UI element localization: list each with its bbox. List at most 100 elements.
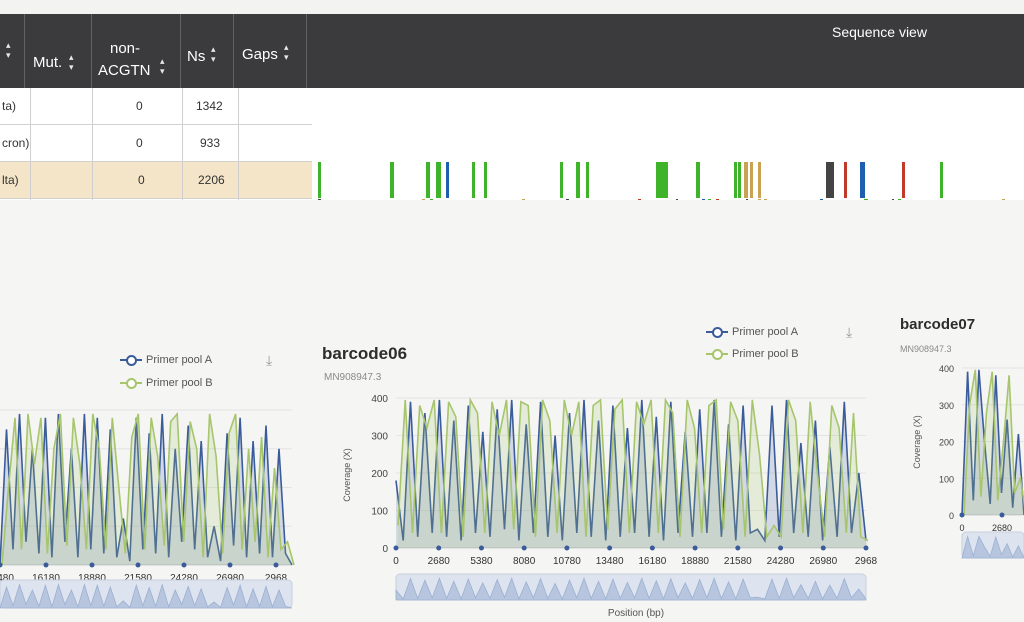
x-tick-label: 21580 bbox=[124, 573, 152, 584]
legend-primer-pool-a[interactable]: Primer pool A bbox=[120, 354, 212, 367]
column-divider bbox=[92, 88, 93, 200]
sort-icon[interactable]: ▴ ▾ bbox=[211, 44, 216, 64]
variant-marker[interactable] bbox=[758, 162, 761, 198]
x-tick-marker bbox=[273, 562, 279, 568]
legend-primer-pool-b[interactable]: Primer pool B bbox=[120, 377, 213, 390]
legend-label-a: Primer pool A bbox=[732, 326, 799, 338]
y-tick-label: 100 bbox=[371, 507, 388, 518]
variant-marker[interactable] bbox=[318, 162, 321, 198]
y-tick-label: 0 bbox=[382, 544, 388, 555]
x-tick-marker bbox=[181, 562, 187, 568]
table-body: ta) 0 1342 cron) 0 933 lta) 0 2206 bbox=[0, 88, 1024, 274]
variant-marker[interactable] bbox=[826, 162, 834, 198]
table-row[interactable]: lta) 0 2206 bbox=[0, 162, 312, 199]
ns-header: Ns bbox=[187, 48, 206, 65]
coverage-chart-left: Primer pool A Primer pool B ⤓ 13480 16180… bbox=[0, 340, 310, 615]
x-tick-marker bbox=[649, 545, 655, 551]
y-tick-label: 200 bbox=[939, 438, 954, 448]
y-tick-label: 400 bbox=[371, 394, 388, 405]
x-tick-label: 18880 bbox=[78, 573, 106, 584]
variant-marker[interactable] bbox=[586, 162, 589, 198]
header-cell-name[interactable]: ▴ ▾ bbox=[0, 14, 25, 88]
sort-icon[interactable]: ▴ ▾ bbox=[6, 40, 11, 60]
x-tick-marker bbox=[393, 545, 399, 551]
variant-marker[interactable] bbox=[472, 162, 475, 198]
sequence-track[interactable] bbox=[312, 162, 1024, 198]
legend-marker-a bbox=[120, 355, 142, 367]
sort-icon[interactable]: ▴ ▾ bbox=[69, 52, 74, 72]
legend-primer-pool-b[interactable]: Primer pool B bbox=[706, 348, 799, 361]
x-tick-label: 13480 bbox=[0, 573, 14, 584]
x-tick-marker bbox=[692, 545, 698, 551]
coverage-chart-barcode06: barcode06 MN908947.3 Primer pool A Prime… bbox=[316, 320, 886, 620]
range-navigator-preview bbox=[395, 577, 867, 601]
x-tick-label: 13480 bbox=[596, 556, 624, 567]
y-tick-label: 100 bbox=[939, 474, 954, 484]
variant-marker[interactable] bbox=[484, 162, 487, 198]
header-cell-mut[interactable]: Mut. ▴ ▾ bbox=[25, 14, 92, 88]
ns-value: 2206 bbox=[198, 173, 225, 187]
variant-marker[interactable] bbox=[860, 162, 865, 198]
variant-marker[interactable] bbox=[744, 162, 748, 198]
x-tick-label: 21580 bbox=[724, 556, 752, 567]
legend-label-b: Primer pool B bbox=[732, 348, 799, 360]
legend-marker-b bbox=[120, 378, 142, 390]
non-acgtn-header-line1: non- bbox=[110, 40, 141, 57]
x-tick-label: 24280 bbox=[767, 556, 795, 567]
x-tick-label: 2680 bbox=[992, 523, 1012, 533]
y-tick-label: 0 bbox=[949, 511, 954, 521]
sort-icon[interactable]: ▴ ▾ bbox=[160, 56, 165, 76]
x-tick-marker bbox=[436, 545, 442, 551]
gaps-header: Gaps bbox=[242, 46, 278, 63]
table-row[interactable]: cron) 0 933 bbox=[0, 125, 312, 162]
header-cell-non-acgtn[interactable]: non- ACGTN ▴ ▾ bbox=[92, 14, 181, 88]
y-tick-label: 200 bbox=[371, 469, 388, 480]
variant-marker[interactable] bbox=[750, 162, 753, 198]
x-tick-label: 26980 bbox=[216, 573, 244, 584]
x-tick-label: 18880 bbox=[681, 556, 709, 567]
x-tick-marker bbox=[820, 545, 826, 551]
coverage-plot-barcode07: 400 300 200 100 0 Coverage (X) 0 2680 bbox=[912, 364, 1024, 559]
variant-marker[interactable] bbox=[576, 162, 580, 198]
x-tick-label: 16180 bbox=[32, 573, 60, 584]
x-tick-marker bbox=[0, 562, 3, 568]
x-axis-label: Position (bp) bbox=[608, 608, 664, 619]
x-tick-label: 0 bbox=[393, 556, 399, 567]
variant-marker[interactable] bbox=[560, 162, 563, 198]
series-area-primer-pool-a bbox=[0, 413, 292, 565]
variant-marker[interactable] bbox=[436, 162, 441, 198]
header-cell-ns[interactable]: Ns ▴ ▾ bbox=[181, 14, 234, 88]
sample-name: lta) bbox=[2, 173, 19, 187]
series-line-primer-pool-b bbox=[1, 411, 295, 566]
y-tick-label: 400 bbox=[939, 364, 954, 374]
chart-title: barcode07 bbox=[900, 316, 976, 333]
x-tick-label: 5380 bbox=[470, 556, 493, 567]
variant-marker[interactable] bbox=[426, 162, 430, 198]
variant-marker[interactable] bbox=[940, 162, 943, 198]
sort-icon[interactable]: ▴ ▾ bbox=[284, 42, 289, 62]
header-cell-gaps[interactable]: Gaps ▴ ▾ bbox=[234, 14, 307, 88]
legend-primer-pool-a[interactable]: Primer pool A bbox=[706, 326, 799, 339]
y-tick-label: 300 bbox=[371, 432, 388, 443]
series-line-primer-pool-b bbox=[963, 369, 1024, 516]
range-navigator-preview bbox=[961, 535, 1024, 559]
mut-header: Mut. bbox=[33, 54, 63, 71]
table-row[interactable]: ta) 0 1342 bbox=[0, 88, 312, 125]
download-icon[interactable]: ⤓ bbox=[266, 352, 273, 368]
coverage-plot-barcode06: 400 300 200 100 0 Coverage (X) 0 2680 5380 8080 10… bbox=[342, 394, 878, 619]
download-icon[interactable]: ⤓ bbox=[846, 324, 853, 340]
variant-marker[interactable] bbox=[844, 162, 847, 198]
variant-marker[interactable] bbox=[446, 162, 449, 198]
variant-marker[interactable] bbox=[390, 162, 394, 198]
chart-title: barcode06 bbox=[322, 344, 408, 363]
variant-marker[interactable] bbox=[738, 162, 741, 198]
x-tick-label: 16180 bbox=[638, 556, 666, 567]
sample-name: cron) bbox=[2, 136, 30, 150]
non-acgtn-header-line2: ACGTN bbox=[98, 62, 151, 79]
non-acgtn-value: 0 bbox=[138, 173, 145, 187]
variant-marker[interactable] bbox=[696, 162, 700, 198]
x-tick-marker bbox=[735, 545, 741, 551]
variant-marker[interactable] bbox=[902, 162, 905, 198]
variant-marker[interactable] bbox=[656, 162, 668, 198]
variant-marker[interactable] bbox=[734, 162, 737, 198]
